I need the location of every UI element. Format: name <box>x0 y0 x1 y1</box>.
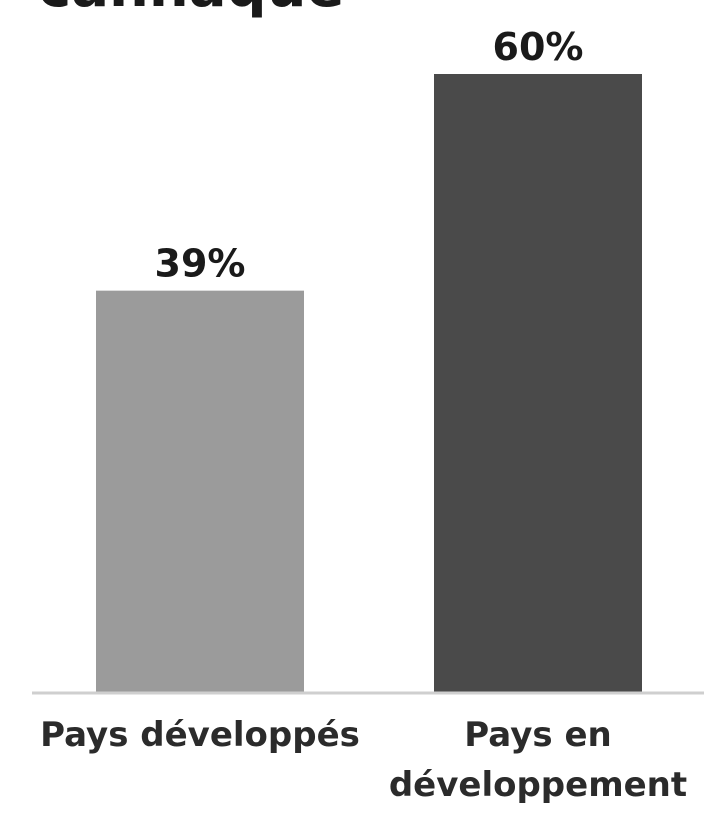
bar-2 <box>434 74 642 693</box>
bar-1 <box>96 290 304 693</box>
data-label-2: 60% <box>493 25 584 69</box>
bars-layer <box>96 74 642 693</box>
category-label-2-line-1: Pays en <box>464 715 611 755</box>
category-label-1-line-1: Pays développés <box>40 715 360 755</box>
chart-title: cannaque <box>38 0 344 20</box>
data-label-1: 39% <box>155 242 246 286</box>
category-label-2-line-2: développement <box>389 765 687 805</box>
labels-layer: 39% Pays développés 60% Pays en développemen… <box>40 25 687 805</box>
